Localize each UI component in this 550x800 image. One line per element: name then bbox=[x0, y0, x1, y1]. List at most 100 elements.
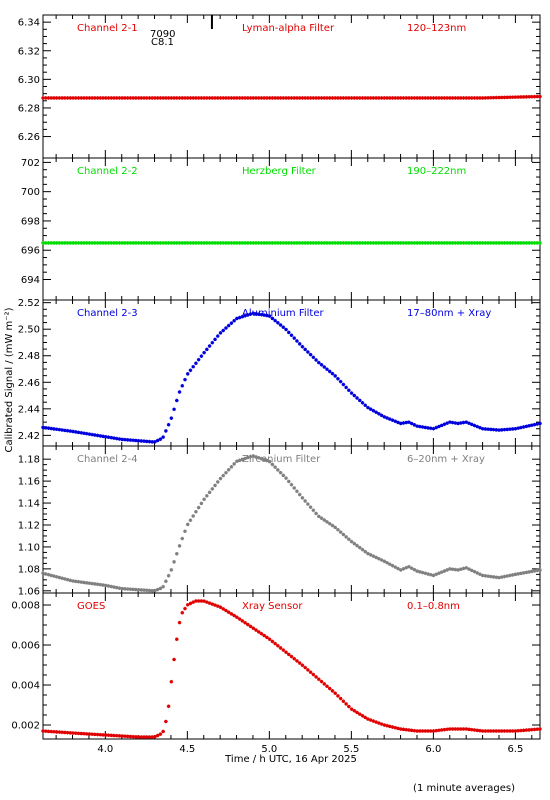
data-point bbox=[84, 96, 89, 100]
data-point bbox=[388, 417, 392, 421]
data-point bbox=[434, 425, 439, 430]
data-point bbox=[41, 425, 45, 430]
data-point bbox=[513, 729, 518, 733]
data-point bbox=[134, 587, 138, 592]
data-point bbox=[235, 96, 239, 100]
data-point bbox=[265, 241, 269, 245]
data-point bbox=[300, 241, 305, 245]
x-tick-label: 5.5 bbox=[343, 744, 359, 755]
data-point bbox=[344, 385, 348, 390]
panel-frame bbox=[42, 445, 541, 594]
data-point bbox=[254, 455, 258, 459]
data-point bbox=[491, 427, 496, 432]
data-point bbox=[385, 96, 389, 100]
data-point bbox=[71, 579, 75, 583]
data-point bbox=[393, 96, 398, 100]
data-point bbox=[196, 599, 201, 603]
data-point bbox=[177, 241, 182, 245]
data-point bbox=[442, 96, 447, 100]
data-point bbox=[347, 388, 351, 393]
data-point bbox=[158, 437, 163, 441]
data-point bbox=[535, 241, 540, 245]
data-point bbox=[467, 241, 471, 245]
data-point bbox=[166, 422, 171, 427]
data-point bbox=[46, 241, 51, 245]
data-point bbox=[142, 735, 146, 739]
data-point bbox=[497, 575, 501, 580]
data-point bbox=[401, 567, 406, 571]
data-point bbox=[513, 95, 518, 99]
data-point bbox=[497, 241, 501, 245]
data-point bbox=[60, 428, 64, 432]
data-point bbox=[516, 95, 520, 99]
data-point bbox=[128, 96, 133, 100]
data-point bbox=[377, 721, 381, 725]
data-point bbox=[303, 241, 307, 245]
panel-filter-label: Aluminium Filter bbox=[242, 308, 325, 319]
data-point bbox=[469, 241, 474, 245]
data-point bbox=[224, 241, 228, 245]
data-point bbox=[284, 96, 288, 100]
data-point bbox=[352, 541, 357, 546]
data-point bbox=[390, 725, 395, 729]
data-point bbox=[144, 439, 149, 444]
data-point bbox=[459, 96, 463, 100]
data-point bbox=[202, 241, 206, 245]
data-point bbox=[431, 241, 436, 245]
panel-channel-label: GOES bbox=[77, 601, 105, 612]
data-point bbox=[508, 241, 512, 245]
data-point bbox=[169, 416, 174, 420]
series-2 bbox=[41, 241, 542, 245]
data-point bbox=[161, 729, 165, 734]
data-point bbox=[229, 241, 234, 245]
data-point bbox=[398, 568, 403, 572]
data-point bbox=[434, 728, 439, 733]
data-point bbox=[194, 241, 198, 245]
data-point bbox=[308, 670, 313, 675]
data-point bbox=[532, 94, 537, 99]
data-point bbox=[513, 572, 518, 577]
y-tick-label: 2.44 bbox=[18, 404, 40, 415]
data-point bbox=[352, 393, 357, 398]
data-point bbox=[330, 96, 335, 100]
data-point bbox=[428, 426, 433, 431]
data-point bbox=[379, 241, 384, 245]
data-point bbox=[322, 518, 327, 522]
data-point bbox=[445, 241, 449, 245]
data-point bbox=[123, 96, 127, 100]
data-point bbox=[461, 96, 466, 100]
data-point bbox=[382, 415, 387, 419]
data-point bbox=[489, 574, 493, 579]
data-point bbox=[251, 241, 256, 245]
data-point bbox=[82, 580, 86, 585]
data-point bbox=[292, 486, 297, 490]
data-point bbox=[289, 241, 294, 245]
data-point bbox=[327, 241, 332, 245]
data-point bbox=[84, 732, 89, 736]
data-point bbox=[448, 96, 452, 100]
data-point bbox=[396, 420, 400, 425]
data-point bbox=[123, 241, 127, 245]
data-point bbox=[57, 96, 62, 100]
panel-channel-label: Channel 2-2 bbox=[77, 166, 138, 177]
data-point bbox=[330, 689, 335, 693]
data-point bbox=[273, 465, 277, 469]
data-point bbox=[469, 568, 474, 573]
data-point bbox=[516, 572, 520, 576]
data-point bbox=[284, 476, 288, 480]
data-point bbox=[267, 637, 272, 642]
data-point bbox=[104, 241, 108, 245]
data-point bbox=[196, 96, 201, 100]
data-point bbox=[229, 321, 234, 325]
data-point bbox=[226, 241, 231, 245]
data-point bbox=[521, 425, 526, 429]
data-point bbox=[109, 733, 114, 738]
data-point bbox=[530, 423, 534, 428]
data-point bbox=[524, 728, 529, 732]
panels-layer: 6.26 6.28 6.30 6.32 6.34 Channel 2-1 Lyman-alp… bbox=[11, 14, 542, 740]
data-point bbox=[79, 431, 84, 435]
data-point bbox=[237, 96, 242, 100]
data-point bbox=[71, 731, 75, 735]
data-point bbox=[300, 496, 305, 500]
data-point bbox=[43, 241, 48, 245]
